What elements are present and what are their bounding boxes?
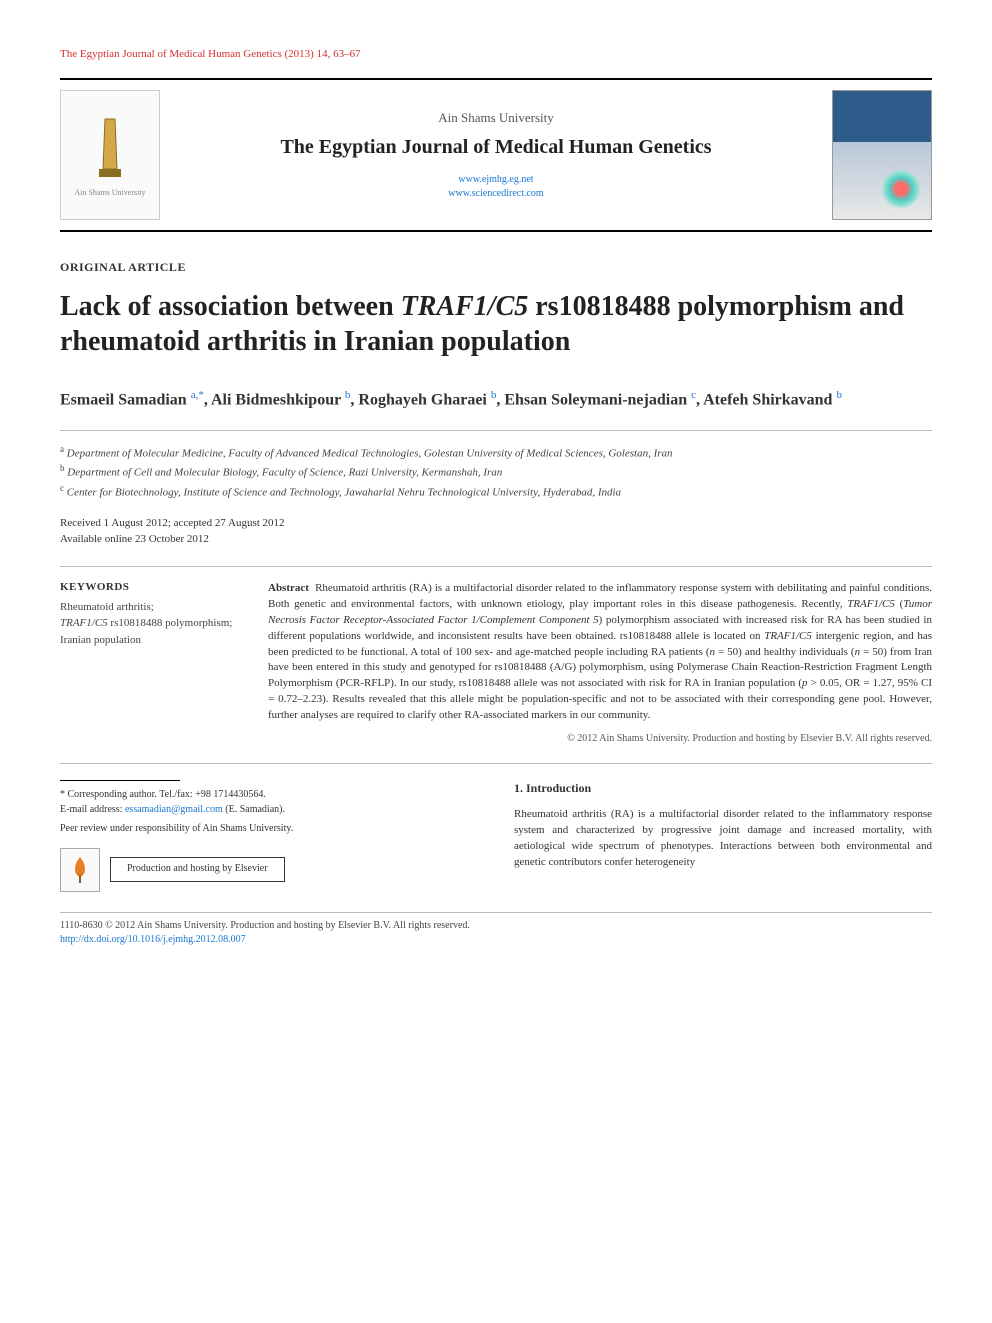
logo-caption: Ain Shams University <box>74 188 145 197</box>
body-columns: * Corresponding author. Tel./fax: +98 17… <box>60 780 932 892</box>
corresponding-author: * Corresponding author. Tel./fax: +98 17… <box>60 787 478 802</box>
keywords-abstract-row: KEYWORDS Rheumatoid arthritis; TRAF1/C5 … <box>60 581 932 747</box>
divider <box>60 430 932 431</box>
article-dates: Received 1 August 2012; accepted 27 Augu… <box>60 515 932 548</box>
affil-b: b Department of Cell and Molecular Biolo… <box>60 462 932 481</box>
journal-name: The Egyptian Journal of Medical Human Ge… <box>180 136 812 159</box>
keyword-item: Iranian population <box>60 632 240 649</box>
affiliations: a Department of Molecular Medicine, Facu… <box>60 443 932 500</box>
abstract-copyright: © 2012 Ain Shams University. Production … <box>268 732 932 747</box>
doi-link[interactable]: http://dx.doi.org/10.1016/j.ejmhg.2012.0… <box>60 934 246 945</box>
article-type: ORIGINAL ARTICLE <box>60 260 932 275</box>
journal-header: Ain Shams University Ain Shams Universit… <box>60 78 932 232</box>
section-heading-intro: 1. Introduction <box>514 780 932 797</box>
title-text-ital: TRAF1/C5 <box>401 291 529 322</box>
abstract-label: Abstract <box>268 582 309 594</box>
affil-a: a Department of Molecular Medicine, Facu… <box>60 443 932 462</box>
elsevier-tree-icon <box>67 855 93 885</box>
email-link[interactable]: essamadian@gmail.com <box>125 804 223 815</box>
abstract-body: Abstract Rheumatoid arthritis (RA) is a … <box>268 582 932 722</box>
journal-link-1[interactable]: www.ejmhg.eg.net <box>180 173 812 187</box>
intro-body: Rheumatoid arthritis (RA) is a multifact… <box>514 807 932 871</box>
available-online: Available online 23 October 2012 <box>60 531 932 548</box>
university-logo: Ain Shams University <box>60 90 160 220</box>
journal-cover-thumb <box>832 90 932 220</box>
keywords-list: Rheumatoid arthritis; TRAF1/C5 rs1081848… <box>60 599 240 649</box>
affil-c: c Center for Biotechnology, Institute of… <box>60 482 932 501</box>
page-footer: 1110-8630 © 2012 Ain Shams University. P… <box>60 912 932 947</box>
running-head: The Egyptian Journal of Medical Human Ge… <box>60 48 932 60</box>
elsevier-hosting-box: Production and hosting by Elsevier <box>60 848 478 892</box>
elsevier-logo <box>60 848 100 892</box>
divider <box>60 566 932 567</box>
authors-line: Esmaeil Samadian a,*, Ali Bidmeshkipour … <box>60 387 932 412</box>
keyword-item: TRAF1/C5 rs10818488 polymorphism; <box>60 615 240 632</box>
left-column: * Corresponding author. Tel./fax: +98 17… <box>60 780 478 892</box>
peer-review-note: Peer review under responsibility of Ain … <box>60 821 478 836</box>
footnote-rule <box>60 780 180 781</box>
journal-links: www.ejmhg.eg.net www.sciencedirect.com <box>180 173 812 201</box>
right-column: 1. Introduction Rheumatoid arthritis (RA… <box>514 780 932 892</box>
journal-link-2[interactable]: www.sciencedirect.com <box>180 187 812 201</box>
university-name: Ain Shams University <box>180 110 812 126</box>
footer-copyright: 1110-8630 © 2012 Ain Shams University. P… <box>60 919 932 933</box>
title-text-pre: Lack of association between <box>60 291 401 322</box>
keywords-column: KEYWORDS Rheumatoid arthritis; TRAF1/C5 … <box>60 581 240 747</box>
keyword-item: Rheumatoid arthritis; <box>60 599 240 616</box>
footnotes: * Corresponding author. Tel./fax: +98 17… <box>60 787 478 836</box>
keywords-heading: KEYWORDS <box>60 581 240 593</box>
hosting-text: Production and hosting by Elsevier <box>110 857 285 882</box>
header-center: Ain Shams University The Egyptian Journa… <box>180 110 812 201</box>
article-title: Lack of association between TRAF1/C5 rs1… <box>60 289 932 359</box>
abstract-column: Abstract Rheumatoid arthritis (RA) is a … <box>268 581 932 747</box>
received-accepted: Received 1 August 2012; accepted 27 Augu… <box>60 515 932 532</box>
obelisk-icon <box>85 114 135 184</box>
divider <box>60 763 932 764</box>
corresponding-email: E-mail address: essamadian@gmail.com (E.… <box>60 802 478 817</box>
